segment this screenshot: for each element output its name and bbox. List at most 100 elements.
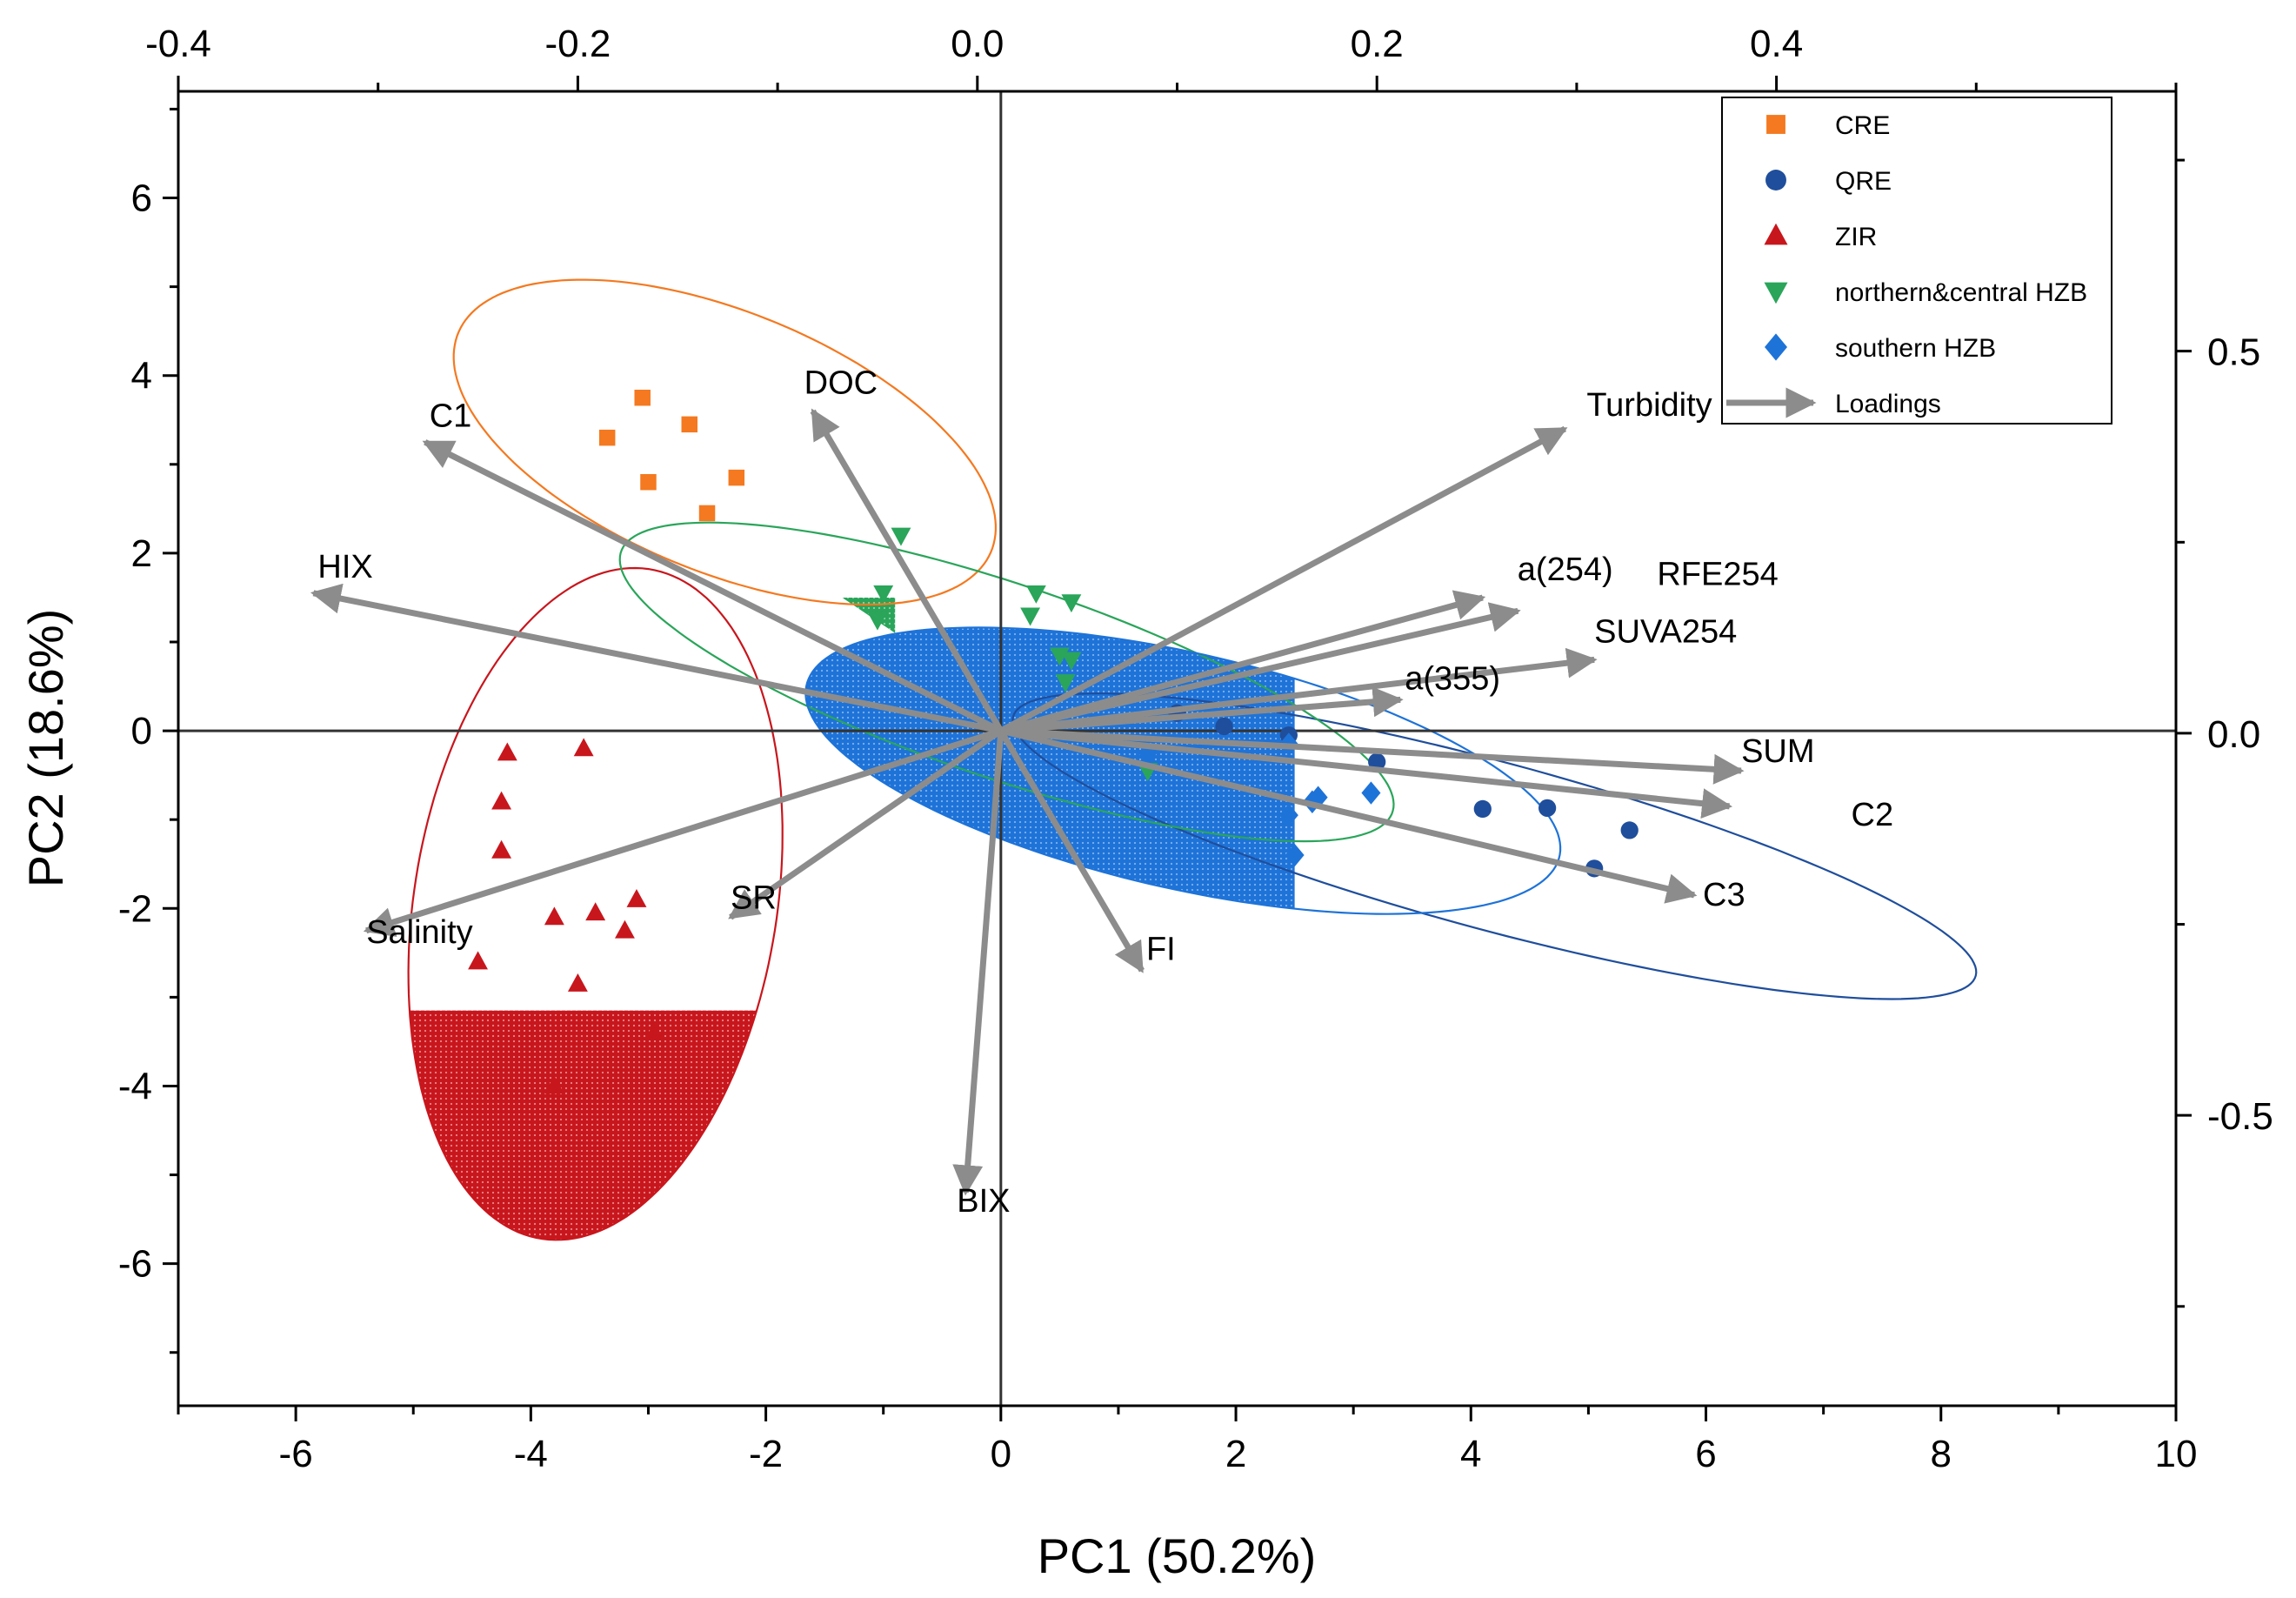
loading-label-rfe254: RFE254 xyxy=(1657,556,1778,592)
legend-marker-qre xyxy=(1765,170,1786,191)
point-zir xyxy=(573,738,594,757)
ellipse-cre xyxy=(452,278,997,606)
loading-arrow-a-355- xyxy=(1000,686,1404,734)
loading-label-a-355-: a(355) xyxy=(1405,660,1500,697)
ellipse-qre xyxy=(1011,692,1978,1000)
point-zir xyxy=(497,742,517,761)
data-points xyxy=(468,389,1639,1094)
ellipse-fills xyxy=(409,597,1295,1240)
loading-label-c1: C1 xyxy=(430,398,472,434)
y-tick-label: 2 xyxy=(131,532,152,575)
x-tick-label: 4 xyxy=(1460,1433,1481,1475)
point-northern-central-hzb xyxy=(1061,594,1082,613)
point-northern-central-hzb xyxy=(1055,674,1076,693)
loading-label-sr: SR xyxy=(731,879,777,916)
point-qre xyxy=(1473,799,1492,819)
point-zir xyxy=(491,791,512,810)
point-qre xyxy=(1620,821,1639,839)
point-qre xyxy=(1538,799,1557,818)
loading-label-c3: C3 xyxy=(1703,877,1745,913)
x-tick-label: 0 xyxy=(991,1433,1011,1475)
x-axis-bottom: -6 -4 -2 0 2 4 6 8 10 xyxy=(177,1406,2198,1475)
point-cre xyxy=(681,416,698,433)
loading-label-hix: HIX xyxy=(317,549,372,585)
point-southern-hzb xyxy=(1285,843,1305,867)
point-zir xyxy=(615,919,635,939)
point-northern-central-hzb xyxy=(1025,585,1046,604)
legend-label-zir: ZIR xyxy=(1835,223,1877,251)
loading-arrows: DOC C1 HIX Salinity SR BIX FI Turbidity a(254) RF… xyxy=(310,365,1894,1220)
top-tick-label: 0.2 xyxy=(1351,23,1404,65)
point-northern-central-hzb xyxy=(891,527,911,546)
point-zir xyxy=(544,906,564,926)
point-southern-hzb xyxy=(1361,781,1381,805)
legend-marker-southern-hzb xyxy=(1765,333,1787,361)
x-tick-label: 10 xyxy=(2155,1433,2198,1475)
loading-arrow-rfe254 xyxy=(1000,602,1521,734)
legend-label-loadings: Loadings xyxy=(1835,390,1941,418)
y-tick-label: -2 xyxy=(118,887,152,930)
ellipse-fill-zir xyxy=(409,1010,758,1240)
point-cre xyxy=(698,505,716,522)
legend-label-qre: QRE xyxy=(1835,167,1892,196)
top-tick-label: -0.4 xyxy=(145,23,211,65)
x-tick-label: -4 xyxy=(514,1433,548,1475)
right-tick-label: 0.0 xyxy=(2207,713,2260,756)
loading-arrow-sum xyxy=(1000,727,1745,785)
y-tick-label: -4 xyxy=(118,1065,152,1107)
loading-label-bix: BIX xyxy=(957,1183,1010,1220)
point-southern-hzb xyxy=(1278,803,1298,827)
loading-label-suva254: SUVA254 xyxy=(1594,613,1737,650)
loading-arrow-a-254- xyxy=(999,590,1486,734)
x-axis-title: PC1 (50.2%) xyxy=(1038,1528,1317,1583)
loading-label-a-254-: a(254) xyxy=(1518,552,1613,588)
x-tick-label: -2 xyxy=(749,1433,783,1475)
y-tick-label: 6 xyxy=(131,177,152,220)
loading-label-fi: FI xyxy=(1146,932,1176,968)
loading-arrow-doc xyxy=(810,408,1004,732)
legend-items: CRE QRE ZIR northern&central HZB southern HZ… xyxy=(1726,111,2087,418)
loading-label-c2: C2 xyxy=(1852,797,1894,833)
loading-arrow-hix xyxy=(310,583,1002,734)
point-southern-hzb xyxy=(1308,786,1328,809)
point-northern-central-hzb xyxy=(1020,607,1041,626)
right-tick-label: 0.5 xyxy=(2207,331,2260,374)
loading-arrow-c2 xyxy=(1000,727,1733,819)
top-tick-label: -0.2 xyxy=(544,23,611,65)
legend-label-southern-hzb: southern HZB xyxy=(1835,334,1996,363)
right-tick-label: -0.5 xyxy=(2207,1095,2273,1138)
loading-label-turbidity: Turbidity xyxy=(1586,387,1712,424)
point-northern-central-hzb xyxy=(1061,652,1082,671)
point-cre xyxy=(728,469,745,486)
x-tick-label: 6 xyxy=(1695,1433,1716,1475)
legend-marker-cre xyxy=(1766,115,1785,134)
y-axis-left: -6 -4 -2 0 2 4 6 xyxy=(118,107,178,1354)
legend-marker-zir xyxy=(1764,223,1788,245)
y-tick-label: -6 xyxy=(118,1243,152,1286)
loading-arrow-turbidity xyxy=(999,425,1568,734)
x-tick-label: 2 xyxy=(1225,1433,1246,1475)
point-zir xyxy=(544,1075,564,1094)
y-axis-right: -0.5 0.0 0.5 xyxy=(2176,158,2273,1308)
point-northern-central-hzb xyxy=(873,585,894,604)
ellipse-zir xyxy=(407,566,784,1241)
x-tick-label: 8 xyxy=(1931,1433,1952,1475)
x-tick-label: -6 xyxy=(279,1433,313,1475)
loading-arrow-c3 xyxy=(1000,727,1698,904)
legend-marker-northern-central-hzb xyxy=(1764,282,1788,304)
loading-arrow-bix xyxy=(952,730,1004,1196)
point-zir xyxy=(585,902,606,921)
point-northern-central-hzb xyxy=(867,612,888,631)
legend-box xyxy=(1721,97,2112,425)
loading-label-salinity: Salinity xyxy=(366,914,473,951)
ellipse-fill-northern-central-hzb xyxy=(842,597,896,633)
top-tick-label: 0.0 xyxy=(951,23,1004,65)
loading-arrow-fi xyxy=(998,729,1145,973)
legend: CRE QRE ZIR northern&central HZB southern HZ… xyxy=(1721,97,2112,425)
ellipse-southern-hzb xyxy=(804,626,1562,915)
loading-arrow-sr xyxy=(728,728,1003,920)
point-zir xyxy=(491,839,512,859)
loading-label-sum: SUM xyxy=(1741,733,1814,770)
point-zir xyxy=(468,951,488,970)
